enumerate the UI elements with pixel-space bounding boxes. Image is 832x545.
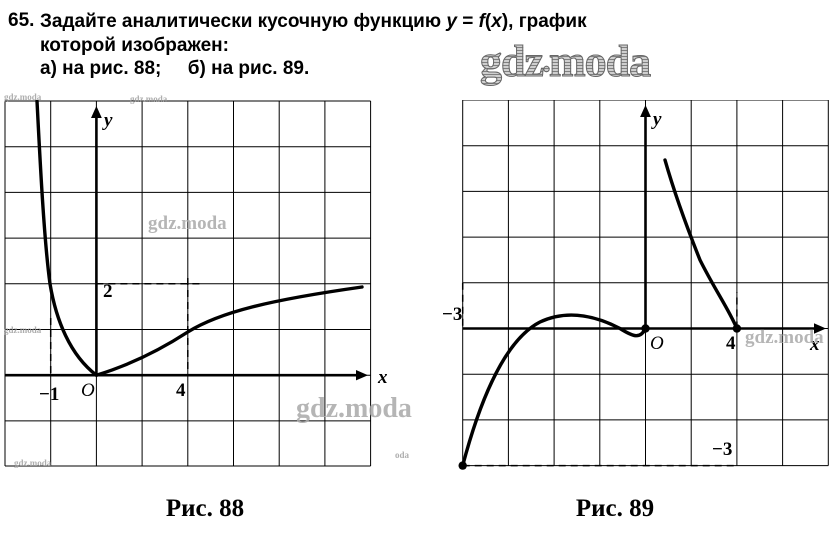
svg-text:4: 4: [176, 380, 186, 401]
svg-text:y: y: [651, 109, 662, 130]
svg-text:x: x: [377, 367, 388, 388]
svg-text:4: 4: [726, 333, 736, 354]
svg-text:−3: −3: [712, 439, 732, 460]
svg-text:−3: −3: [442, 304, 462, 325]
svg-text:−1: −1: [39, 384, 59, 405]
svg-text:O: O: [81, 380, 95, 401]
svg-text:y: y: [102, 110, 113, 131]
svg-text:O: O: [650, 333, 664, 354]
